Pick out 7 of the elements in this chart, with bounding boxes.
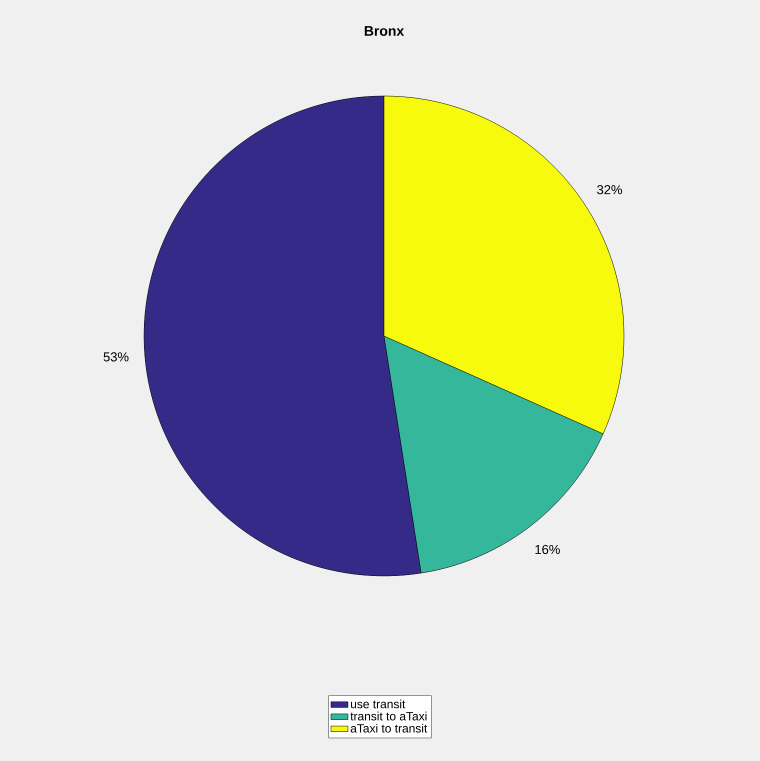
legend-label: aTaxi to transit (350, 724, 428, 733)
data-label: 32% (597, 185, 622, 194)
chart-title: Bronx (364, 26, 404, 36)
legend-label: use transit (351, 700, 406, 708)
data-label: 16% (535, 544, 560, 554)
legend-label: transit to aTaxi (350, 712, 426, 720)
data-label: 53% (104, 352, 129, 362)
